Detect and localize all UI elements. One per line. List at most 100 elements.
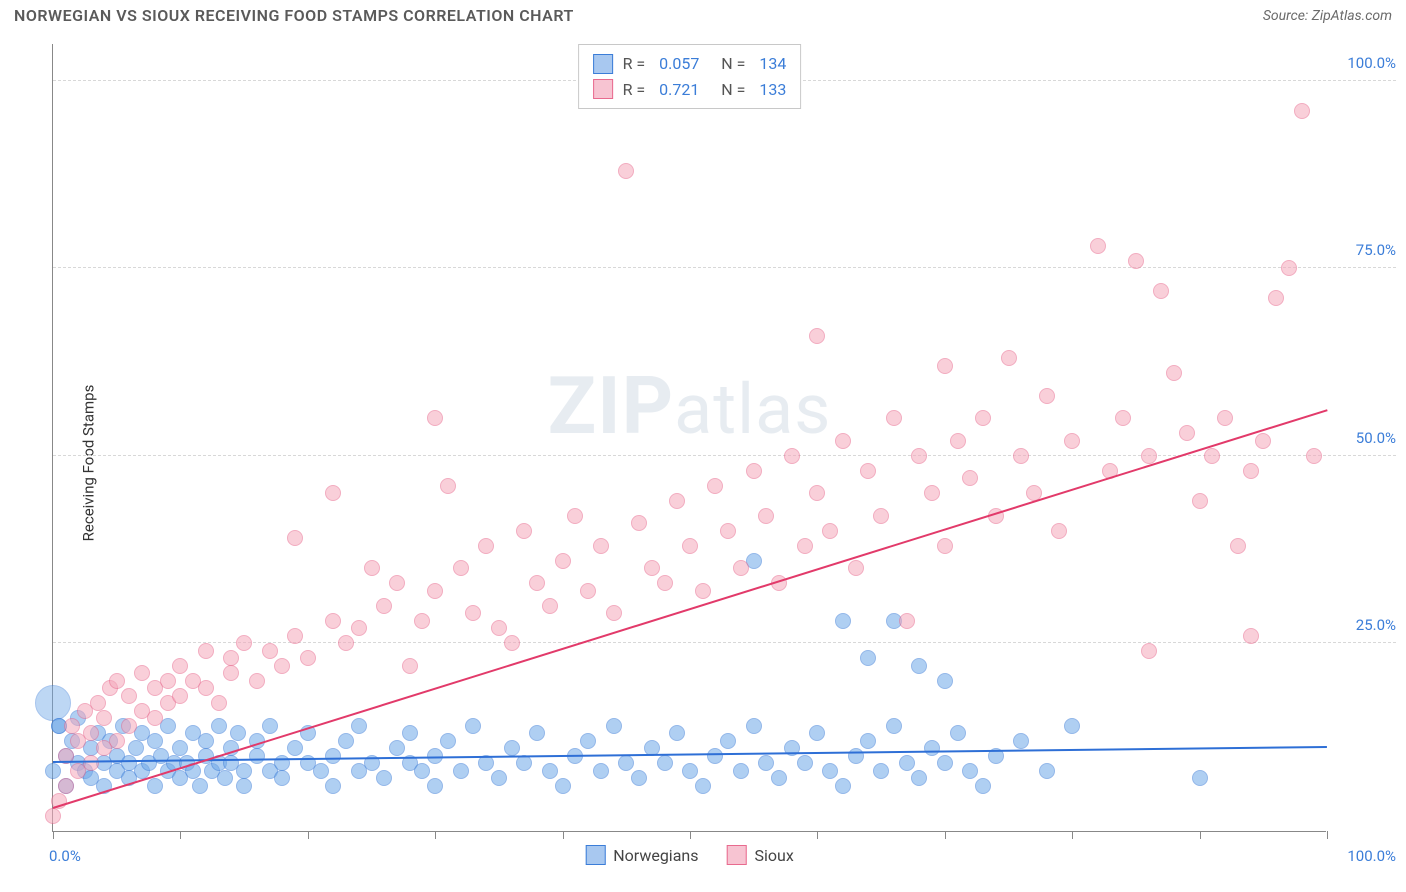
scatter-point [975, 778, 991, 794]
scatter-point [797, 538, 813, 554]
scatter-point [223, 650, 239, 666]
scatter-point [491, 770, 507, 786]
scatter-point [580, 583, 596, 599]
scatter-point [198, 643, 214, 659]
scatter-point [389, 740, 405, 756]
x-tick [435, 831, 436, 839]
scatter-point [236, 778, 252, 794]
scatter-point [695, 778, 711, 794]
scatter-point [1039, 763, 1055, 779]
scatter-point [593, 538, 609, 554]
scatter-point [121, 718, 137, 734]
x-tick [308, 831, 309, 839]
scatter-point [848, 748, 864, 764]
legend-n-label: N = [709, 77, 749, 103]
scatter-point [1128, 253, 1144, 269]
scatter-point [313, 763, 329, 779]
scatter-point [389, 575, 405, 591]
scatter-point [1013, 733, 1029, 749]
scatter-point [618, 755, 634, 771]
scatter-point [45, 763, 61, 779]
scatter-point [606, 605, 622, 621]
scatter-point [937, 755, 953, 771]
scatter-point [911, 658, 927, 674]
scatter-point [1039, 388, 1055, 404]
scatter-point [1268, 290, 1284, 306]
scatter-point [835, 613, 851, 629]
scatter-point [128, 740, 144, 756]
x-axis-label: 100.0% [1347, 847, 1396, 865]
plot-area: ZIPatlas 25.0%50.0%75.0%100.0%0.0%100.0%… [52, 44, 1326, 832]
scatter-point [491, 620, 507, 636]
scatter-point [555, 553, 571, 569]
scatter-point [211, 695, 227, 711]
scatter-point [1051, 523, 1067, 539]
series-legend-label: Sioux [755, 846, 794, 865]
scatter-point [669, 725, 685, 741]
x-tick [690, 831, 691, 839]
scatter-point [427, 778, 443, 794]
scatter-point [109, 733, 125, 749]
scatter-point [1001, 350, 1017, 366]
scatter-point [886, 410, 902, 426]
scatter-point [134, 665, 150, 681]
scatter-point [504, 740, 520, 756]
scatter-point [1230, 538, 1246, 554]
scatter-point [924, 485, 940, 501]
scatter-point [873, 508, 889, 524]
gridline [53, 642, 1396, 643]
scatter-point [911, 448, 927, 464]
scatter-point [695, 583, 711, 599]
scatter-point [809, 725, 825, 741]
y-tick-label: 25.0% [1332, 616, 1396, 634]
scatter-point [873, 763, 889, 779]
scatter-point [300, 650, 316, 666]
scatter-point [427, 410, 443, 426]
x-tick [1072, 831, 1073, 839]
x-tick [817, 831, 818, 839]
scatter-point [631, 770, 647, 786]
gridline [53, 455, 1396, 456]
scatter-point [351, 718, 367, 734]
scatter-point [1243, 628, 1259, 644]
watermark: ZIPatlas [548, 359, 832, 453]
scatter-point [325, 778, 341, 794]
legend-swatch [593, 54, 613, 74]
scatter-point [1153, 283, 1169, 299]
legend-n-label: N = [709, 51, 749, 77]
scatter-point [172, 688, 188, 704]
x-tick [53, 831, 54, 839]
gridline [53, 267, 1396, 268]
scatter-point [618, 163, 634, 179]
scatter-point [962, 763, 978, 779]
scatter-point [325, 748, 341, 764]
correlation-legend: R = 0.057 N = 134R = 0.721 N = 133 [578, 44, 802, 109]
x-tick [1327, 831, 1328, 839]
scatter-point [707, 748, 723, 764]
scatter-point [899, 613, 915, 629]
correlation-legend-row: R = 0.721 N = 133 [593, 77, 787, 103]
scatter-point [45, 808, 61, 824]
legend-n-value: 133 [759, 77, 786, 103]
scatter-point [950, 725, 966, 741]
scatter-point [860, 650, 876, 666]
scatter-point [64, 718, 80, 734]
scatter-point [83, 725, 99, 741]
scatter-point [1166, 365, 1182, 381]
scatter-point [1306, 448, 1322, 464]
y-tick-label: 75.0% [1332, 241, 1396, 259]
chart-title: NORWEGIAN VS SIOUX RECEIVING FOOD STAMPS… [14, 6, 574, 25]
series-legend-item: Norwegians [585, 845, 698, 865]
scatter-point [147, 710, 163, 726]
series-legend: Norwegians Sioux [585, 845, 794, 865]
scatter-point [975, 410, 991, 426]
scatter-point [733, 763, 749, 779]
scatter-point [1064, 718, 1080, 734]
scatter-point [90, 695, 106, 711]
scatter-point [516, 755, 532, 771]
scatter-point [516, 523, 532, 539]
scatter-point [109, 673, 125, 689]
scatter-point [542, 763, 558, 779]
scatter-point [192, 778, 208, 794]
scatter-point [720, 523, 736, 539]
